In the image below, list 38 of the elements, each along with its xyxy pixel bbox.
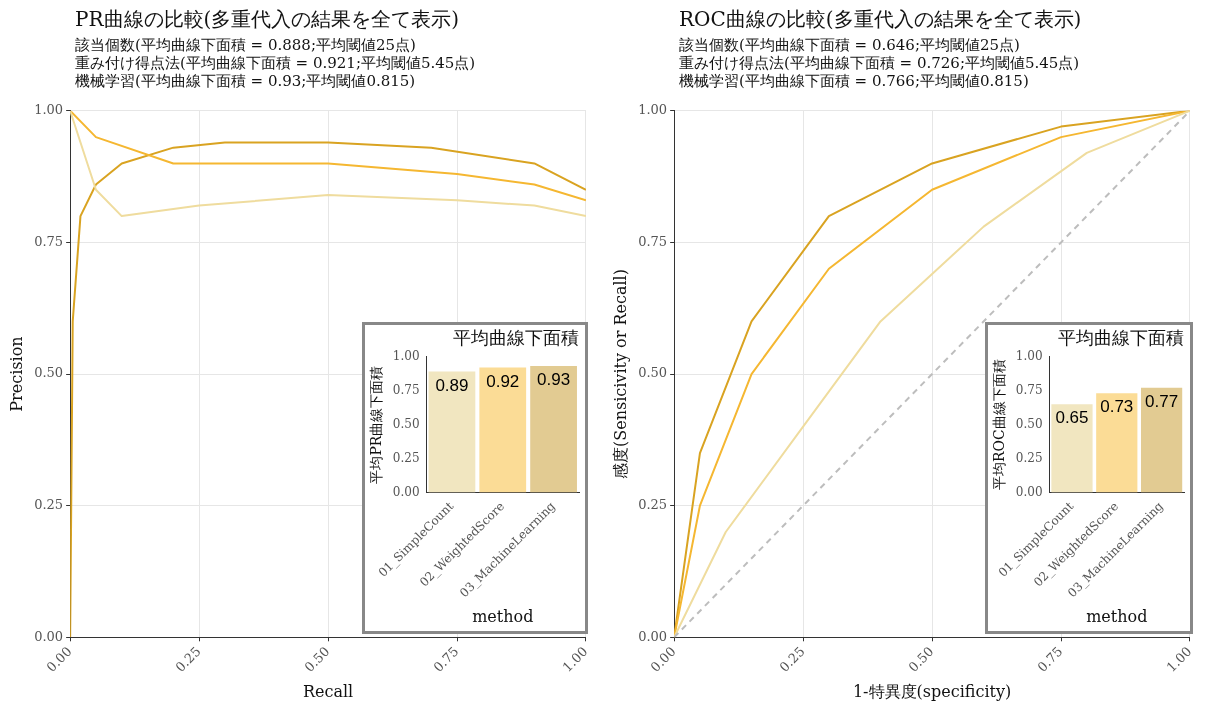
y-tick-label: 0.25 [1015, 450, 1043, 465]
chart-title: 平均曲線下面積 [1058, 327, 1184, 349]
y-tick-label: 0.00 [34, 628, 64, 644]
y-tick-label: 0.00 [1015, 484, 1043, 499]
data-label: 0.92 [486, 371, 520, 391]
y-tick-label: 0.50 [34, 365, 64, 381]
data-label: 0.65 [1055, 408, 1089, 428]
chart-subtitle: 該当個数(平均曲線下面積 = 0.646;平均閾値25点) 重み付け得点法(平均曲線下面積 = 0.726;平均閾値5.45点) 機械学習(平均曲線下面積 = 0.766;平均閾値0.815) [679, 36, 1080, 90]
chart-subtitle: 該当個数(平均曲線下面積 = 0.888;平均閾値25点) 重み付け得点法(平均曲線下面積 = 0.921;平均閾値5.45点) 機械学習(平均曲線下面積 = 0.93;平均閾値0.815) [75, 36, 476, 90]
y-tick-label: 0.50 [1015, 416, 1043, 431]
chart-title: ROC曲線の比較(多重代入の結果を全て表示) [679, 6, 1082, 33]
data-label: 0.93 [537, 370, 571, 390]
chart-title: 平均曲線下面積 [453, 327, 579, 349]
y-tick-label: 0.75 [638, 233, 668, 249]
y-tick-label: 0.75 [34, 233, 64, 249]
data-label: 0.77 [1145, 392, 1179, 412]
x-axis-title: 1-特異度(specificity) [852, 681, 1012, 701]
y-tick-label: 0.25 [392, 450, 420, 465]
y-tick-label: 0.75 [1015, 382, 1043, 397]
data-label: 0.73 [1100, 397, 1134, 417]
y-axis-title: Precision [6, 336, 26, 412]
y-tick-label: 0.00 [638, 628, 668, 644]
chart-title: PR曲線の比較(多重代入の結果を全て表示) [75, 6, 460, 33]
y-tick-label: 1.00 [1015, 348, 1043, 363]
y-axis-title: 感度(Sensicivity or Recall) [610, 269, 630, 480]
y-tick-label: 1.00 [638, 102, 668, 118]
x-axis-title: Recall [302, 681, 354, 701]
y-tick-label: 1.00 [34, 102, 64, 118]
y-tick-label: 0.50 [638, 365, 668, 381]
y-axis-title: 平均PR曲線下面積 [368, 365, 385, 484]
y-axis-title: 平均ROC曲線下面積 [991, 359, 1008, 490]
y-tick-label: 0.75 [392, 382, 420, 397]
x-axis-title: method [472, 606, 534, 626]
y-tick-label: 0.00 [392, 484, 420, 499]
y-tick-label: 1.00 [392, 348, 420, 363]
y-tick-label: 0.50 [392, 416, 420, 431]
data-label: 0.89 [435, 375, 469, 395]
x-axis-title: method [1086, 606, 1148, 626]
